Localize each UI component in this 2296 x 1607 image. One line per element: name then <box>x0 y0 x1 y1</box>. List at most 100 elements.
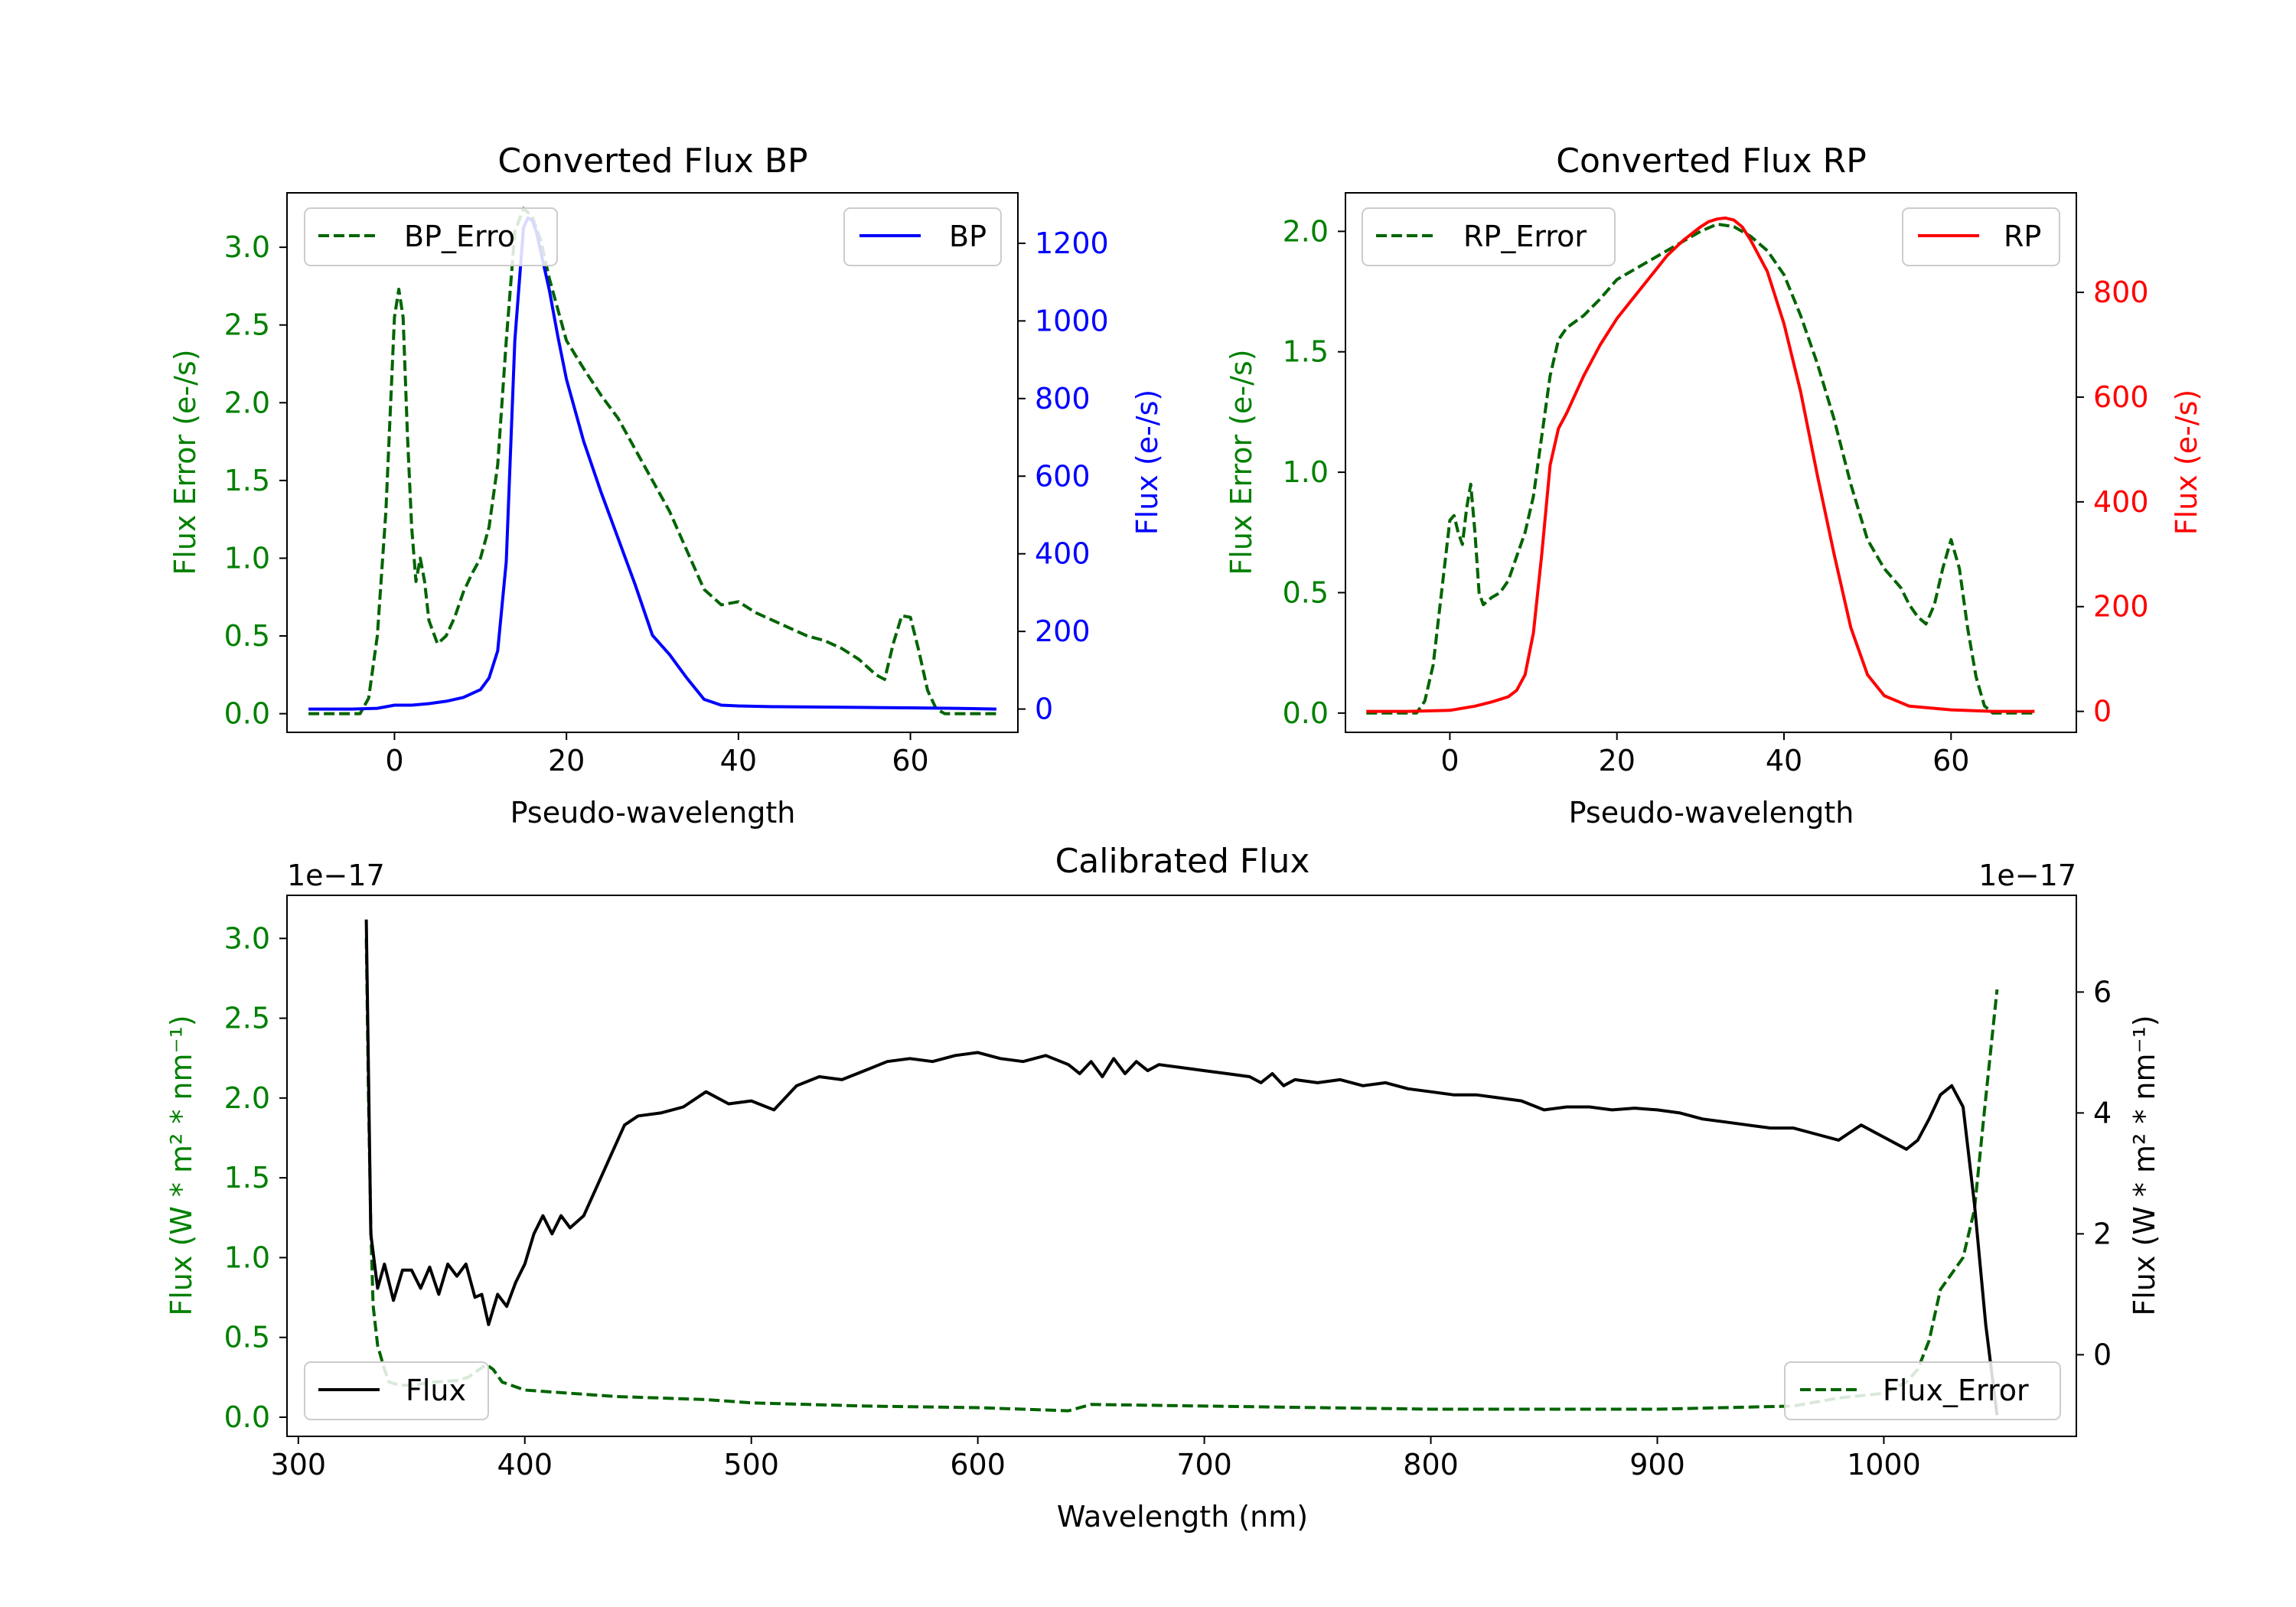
calibrated-x-tick-label: 600 <box>950 1448 1006 1482</box>
calibrated-left-y-tick-label: 1.5 <box>224 1161 270 1195</box>
bp-flux-legend[interactable]: BP <box>843 207 1002 266</box>
bp-right-y-tick-label: 0 <box>1035 693 1053 726</box>
calibrated-left-y-tick-label: 2.0 <box>224 1081 270 1115</box>
calibrated-left-y-tick-label: 3.0 <box>224 921 270 955</box>
calibrated-flux-legend[interactable]: Flux <box>304 1361 489 1420</box>
rp-x-axis-label: Pseudo-wavelength <box>1569 796 1854 830</box>
rp-left-y-ticks: 0.0 0.5 1.0 1.5 2.0 <box>1283 214 1345 730</box>
bp-left-y-tick-label: 0.0 <box>224 697 270 731</box>
calibrated-flux-legend-label: Flux <box>406 1374 466 1407</box>
bp-right-y-tick-label: 600 <box>1035 459 1091 493</box>
rp-x-tick-label: 60 <box>1932 744 1969 777</box>
rp-title: Converted Flux RP <box>1556 142 1867 181</box>
bp-right-y-axis-label: Flux (e-/s) <box>1130 390 1164 535</box>
rp-flux-legend-label: RP <box>2004 220 2041 253</box>
rp-right-y-tick-label: 200 <box>2093 590 2149 624</box>
calibrated-error-legend-box <box>1784 1361 2061 1420</box>
calibrated-flux-series-line <box>364 919 1999 1416</box>
rp-left-y-tick-label: 0.0 <box>1283 696 1329 730</box>
calibrated-left-y-tick-label: 0.5 <box>224 1321 270 1354</box>
calibrated-right-y-tick-label: 0 <box>2093 1338 2112 1371</box>
calibrated-x-tick-label: 700 <box>1176 1448 1232 1482</box>
bp-error-legend-label: BP_Erro <box>404 220 515 253</box>
calibrated-left-y-tick-label: 0.0 <box>224 1400 270 1434</box>
calibrated-axes-frame <box>286 895 2077 1437</box>
calibrated-left-offset-label: 1e−17 <box>287 859 385 892</box>
bp-left-y-axis-label: Flux Error (e-/s) <box>168 349 202 575</box>
rp-flux-legend[interactable]: RP <box>1902 207 2060 266</box>
bp-flux-legend-box <box>843 207 1002 266</box>
bp-right-y-tick-label: 1000 <box>1035 304 1109 337</box>
bp-plot-area <box>308 207 996 715</box>
rp-rp-error-series-line <box>1366 222 2035 715</box>
bp-bp-series-line <box>308 217 996 711</box>
bp-flux-legend-label: BP <box>949 220 987 253</box>
bp-right-y-tick-label: 1200 <box>1035 227 1109 260</box>
rp-panel: Converted Flux RP 0 20 40 60 0.0 0.5 1.0 1.5 2.… <box>1225 142 2203 830</box>
rp-right-y-tick-label: 600 <box>2093 380 2149 414</box>
calibrated-right-y-tick-label: 6 <box>2093 975 2112 1009</box>
calibrated-x-ticks: 300 400 500 600 700 800 900 1000 <box>271 1436 1921 1482</box>
bp-x-tick-label: 40 <box>720 744 757 777</box>
calibrated-flux-legend-box <box>304 1361 489 1420</box>
bp-right-y-tick-label: 200 <box>1035 614 1091 648</box>
calibrated-title: Calibrated Flux <box>1055 842 1310 881</box>
calibrated-x-tick-label: 1000 <box>1847 1448 1921 1482</box>
calibrated-x-tick-label: 400 <box>497 1448 553 1482</box>
bp-error-legend[interactable]: BP_Erro <box>304 207 558 266</box>
bp-right-y-tick-label: 800 <box>1035 382 1091 416</box>
rp-right-y-tick-label: 0 <box>2093 695 2112 729</box>
rp-left-y-tick-label: 1.5 <box>1283 335 1329 369</box>
bp-left-y-tick-label: 2.0 <box>224 386 270 419</box>
bp-x-tick-label: 60 <box>892 744 928 777</box>
calibrated-panel: Calibrated Flux 300 400 500 600 700 800 900 100… <box>165 842 2161 1534</box>
calibrated-x-axis-label: Wavelength (nm) <box>1057 1500 1308 1534</box>
calibrated-error-legend[interactable]: Flux_Error <box>1784 1361 2061 1420</box>
rp-x-ticks: 0 20 40 60 <box>1440 732 1969 777</box>
calibrated-x-tick-label: 300 <box>271 1448 327 1482</box>
rp-flux-legend-box <box>1902 207 2060 266</box>
rp-x-tick-label: 0 <box>1440 744 1459 777</box>
rp-error-legend-box <box>1362 207 1616 266</box>
bp-error-legend-box <box>304 207 558 266</box>
rp-right-y-ticks: 0 200 400 600 800 <box>2076 275 2149 729</box>
rp-x-tick-label: 40 <box>1766 744 1802 777</box>
bp-title: Converted Flux BP <box>497 142 807 181</box>
rp-plot-area <box>1366 216 2035 715</box>
bp-left-y-tick-label: 0.5 <box>224 619 270 653</box>
rp-error-legend[interactable]: RP_Error <box>1362 207 1616 266</box>
bp-right-y-tick-label: 400 <box>1035 537 1091 571</box>
calibrated-x-tick-label: 500 <box>723 1448 779 1482</box>
bp-left-y-tick-label: 2.5 <box>224 308 270 342</box>
rp-error-legend-label: RP_Error <box>1463 220 1587 253</box>
calibrated-right-y-ticks: 0 2 4 6 <box>2076 975 2112 1371</box>
calibrated-right-y-tick-label: 4 <box>2093 1096 2112 1129</box>
calibrated-right-offset-label: 1e−17 <box>1978 859 2076 892</box>
calibrated-x-tick-label: 800 <box>1403 1448 1459 1482</box>
rp-axes-frame <box>1345 192 2077 733</box>
bp-bp-error-series-line <box>308 207 996 715</box>
calibrated-x-tick-label: 900 <box>1629 1448 1685 1482</box>
bp-x-ticks: 0 20 40 60 <box>385 732 929 777</box>
calibrated-left-y-ticks: 0.0 0.5 1.0 1.5 2.0 2.5 3.0 <box>224 921 287 1434</box>
bp-left-y-tick-label: 1.5 <box>224 464 270 497</box>
bp-left-y-tick-label: 3.0 <box>224 230 270 264</box>
calibrated-left-y-tick-label: 2.5 <box>224 1002 270 1035</box>
calibrated-error-legend-label: Flux_Error <box>1883 1374 2029 1407</box>
rp-left-y-tick-label: 0.5 <box>1283 575 1329 609</box>
calibrated-left-y-tick-label: 1.0 <box>224 1240 270 1274</box>
bp-left-y-tick-label: 1.0 <box>224 541 270 575</box>
rp-left-y-tick-label: 1.0 <box>1283 455 1329 489</box>
rp-rp-series-line <box>1366 216 2035 713</box>
rp-left-y-axis-label: Flux Error (e-/s) <box>1225 349 1258 575</box>
bp-axes-frame <box>286 192 1019 733</box>
calibrated-left-y-axis-label: Flux (W * m² * nm⁻¹) <box>165 1015 198 1315</box>
bp-x-tick-label: 20 <box>548 744 585 777</box>
rp-right-y-tick-label: 400 <box>2093 485 2149 519</box>
rp-x-tick-label: 20 <box>1599 744 1636 777</box>
rp-right-y-axis-label: Flux (e-/s) <box>2170 390 2203 535</box>
bp-right-y-ticks: 0 200 400 600 800 1000 1200 <box>1018 227 1109 726</box>
bp-panel: Converted Flux BP 0 20 40 60 0.0 0.5 1.0 1.5 2.… <box>168 142 1164 830</box>
